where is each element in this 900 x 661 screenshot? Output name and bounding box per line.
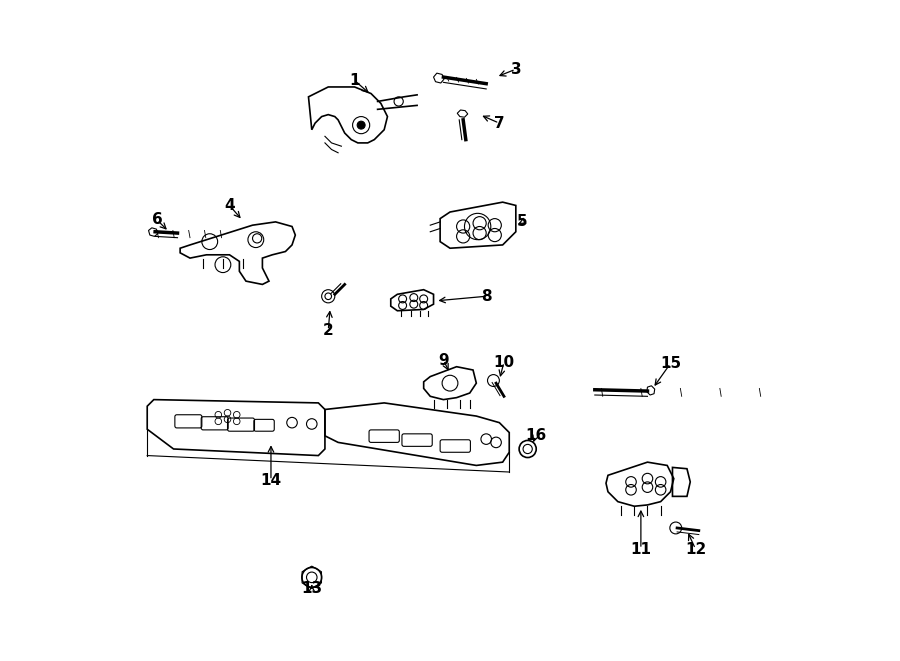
Text: 5: 5 [518,214,527,229]
Circle shape [357,121,365,129]
Polygon shape [148,228,157,237]
Text: 8: 8 [481,289,491,304]
Text: 13: 13 [302,581,322,596]
Text: 15: 15 [660,356,681,371]
Text: 9: 9 [438,352,449,368]
Text: 11: 11 [630,541,652,557]
Text: 4: 4 [224,198,235,213]
Text: 7: 7 [494,116,505,131]
Polygon shape [434,73,444,83]
Text: 2: 2 [323,323,334,338]
Text: 14: 14 [260,473,282,488]
Polygon shape [457,110,468,117]
Text: 16: 16 [525,428,546,444]
Text: 12: 12 [685,541,706,557]
Text: 6: 6 [152,212,163,227]
Text: 3: 3 [510,61,521,77]
Text: 1: 1 [349,73,360,88]
Polygon shape [647,386,654,395]
Text: 10: 10 [493,354,515,369]
